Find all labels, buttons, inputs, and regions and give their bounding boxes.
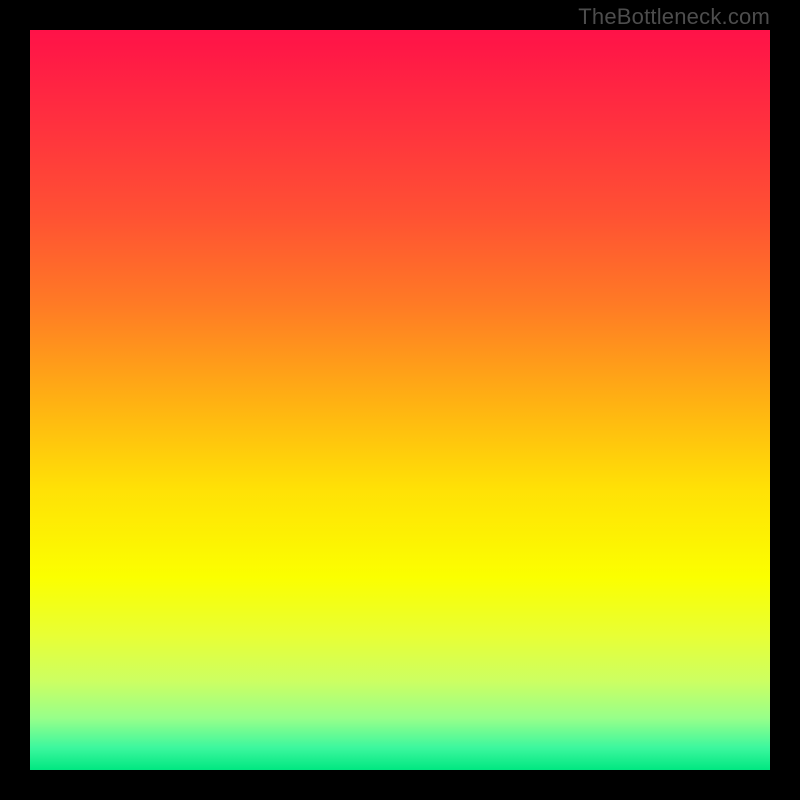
watermark-text: TheBottleneck.com	[578, 4, 770, 30]
heatmap-gradient	[30, 30, 770, 770]
plot-area	[30, 30, 770, 770]
